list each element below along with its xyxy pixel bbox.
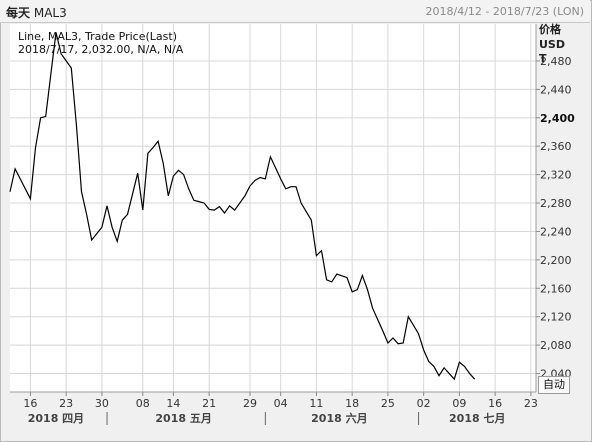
- date-range-label: 2018/4/12 - 2018/7/23 (LON): [425, 5, 584, 18]
- x-tick-label: 16: [23, 397, 37, 410]
- y-unit-label: USD: [539, 38, 565, 51]
- title-bar: 每天 MAL3 2018/4/12 - 2018/7/23 (LON): [0, 0, 590, 23]
- grid-lines: [29, 24, 532, 392]
- plot-area[interactable]: [10, 24, 536, 392]
- y-axis[interactable]: 2,0402,0802,1202,1602,2002,2402,2802,320…: [535, 24, 575, 392]
- chart-title: 每天 MAL3: [6, 4, 67, 21]
- y-tick-label: 2,240: [540, 225, 572, 238]
- month-label: 2018 四月: [28, 412, 84, 425]
- y-tick-label: 2,160: [540, 282, 572, 295]
- y-tick-label: 2,480: [540, 55, 572, 68]
- x-tick-label: 23: [59, 397, 73, 410]
- x-tick-label: 04: [274, 397, 288, 410]
- y-tick-label: 2,200: [540, 254, 572, 267]
- legend-line-2: 2018/7/17, 2,032.00, N/A, N/A: [18, 43, 184, 56]
- y-tick-label: 2,120: [540, 311, 572, 324]
- y-grid-lines: [10, 60, 536, 375]
- y-unit-label: T: [539, 52, 547, 65]
- x-tick-label: 25: [381, 397, 395, 410]
- x-tick-label: 21: [202, 397, 216, 410]
- month-label: 2018 七月: [449, 411, 505, 425]
- x-tick-label: 02: [417, 397, 431, 410]
- x-tick-label: 14: [166, 397, 180, 410]
- x-tick-label: 30: [95, 397, 109, 410]
- y-unit-label: 价格: [539, 22, 562, 36]
- price-series-line: [9, 32, 476, 381]
- month-axis: 2018 四月 2018 五月 2018 六月 2018 七月: [28, 411, 505, 425]
- x-tick-label: 23: [524, 397, 538, 410]
- x-tick-label: 08: [136, 397, 150, 410]
- auto-scale-button[interactable]: 自动: [538, 376, 570, 394]
- month-label: 2018 六月: [311, 411, 367, 425]
- y-tick-label: 2,440: [540, 83, 572, 96]
- y-tick-label: 2,400: [540, 112, 575, 125]
- y-tick-label: 2,280: [540, 197, 572, 210]
- month-label: 2018 五月: [155, 412, 211, 425]
- y-tick-label: 2,080: [540, 339, 572, 352]
- y-tick-label: 2,320: [540, 169, 572, 182]
- period-label: 每天: [6, 6, 31, 20]
- x-tick-label: 16: [488, 397, 502, 410]
- symbol-label: MAL3: [33, 6, 67, 20]
- legend-line-1: Line, MAL3, Trade Price(Last): [18, 30, 177, 43]
- x-tick-label: 11: [309, 397, 323, 410]
- x-axis[interactable]: 16 23 30 08 14 21 29 04 11 18 25 02 09 16 23: [10, 391, 538, 410]
- x-tick-label: 18: [345, 397, 359, 410]
- y-tick-label: 2,360: [540, 140, 572, 153]
- x-tick-label: 09: [452, 397, 466, 410]
- x-tick-label: 29: [243, 397, 257, 410]
